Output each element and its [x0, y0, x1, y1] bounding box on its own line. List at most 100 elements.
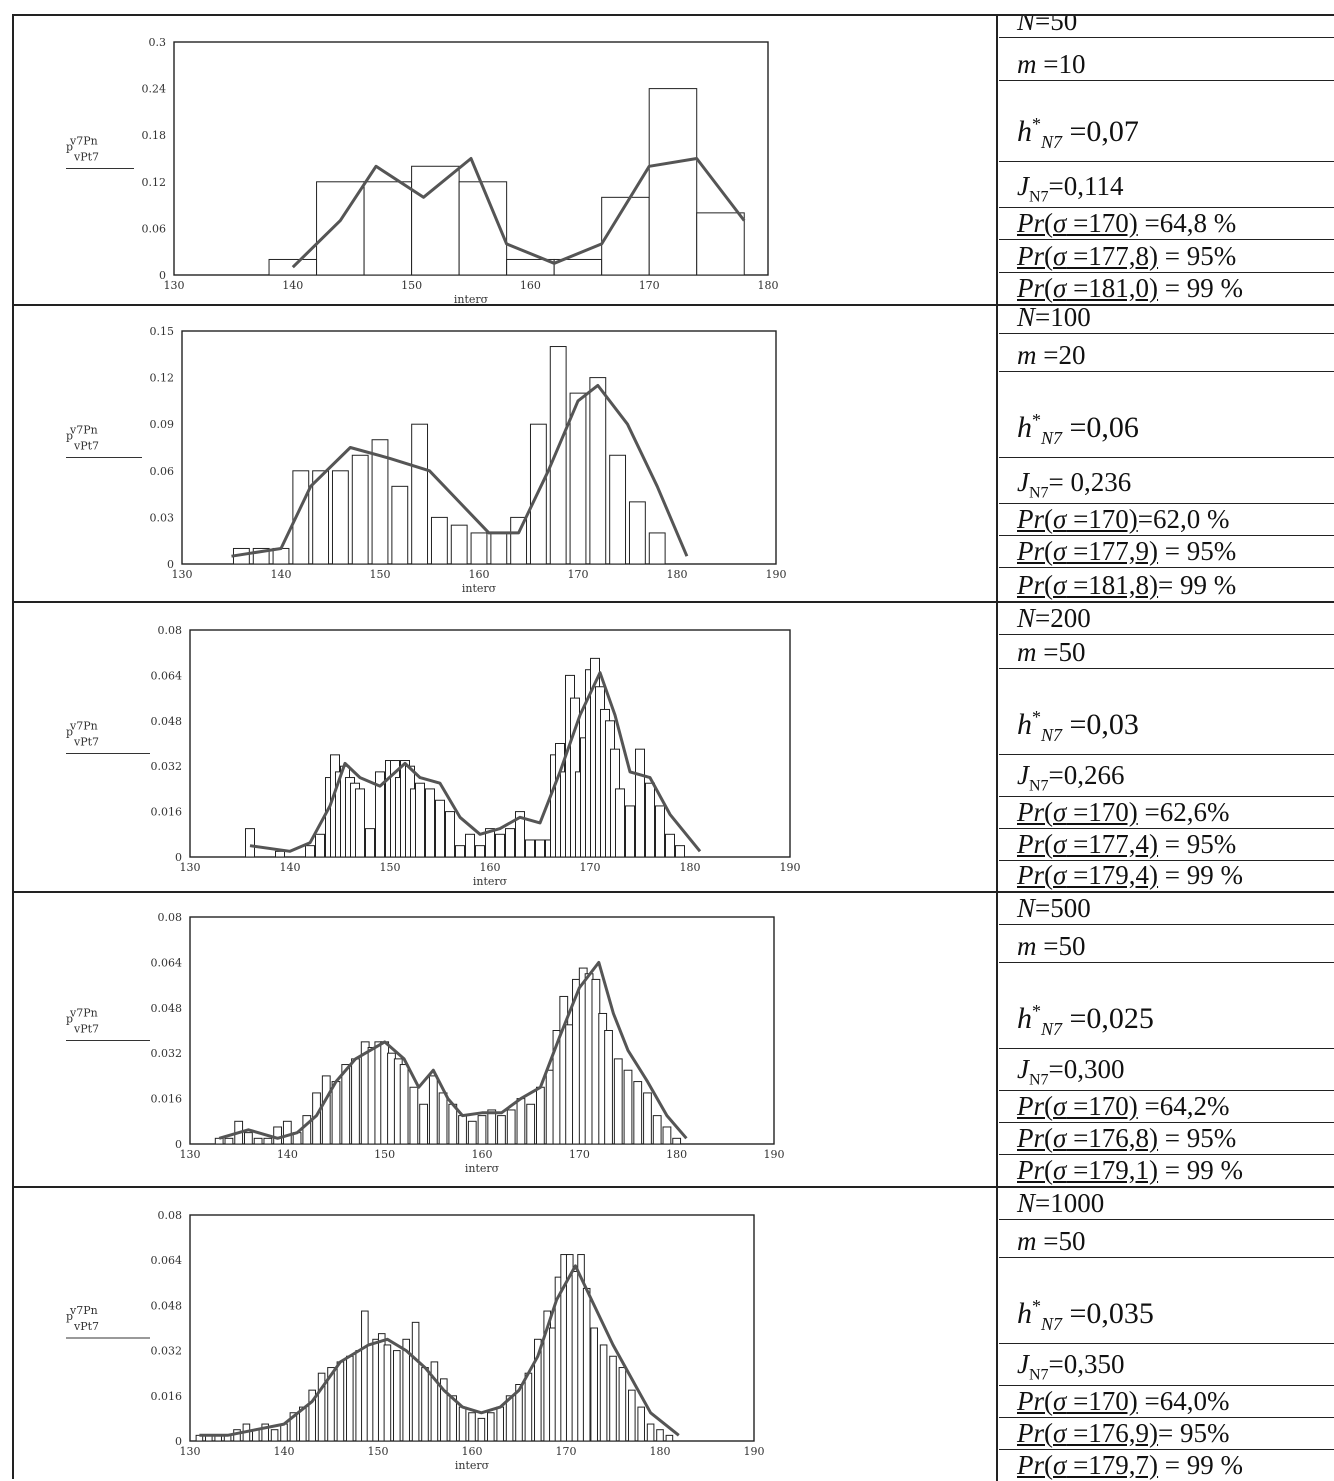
- histogram-chart: 0 0.016 0.032 0.048 0.064 0.08 130 140 150 160 170…: [66, 1209, 765, 1472]
- sample-size: N=100: [999, 306, 1334, 334]
- histogram-bar: [292, 470, 310, 565]
- histogram-bar: [336, 1361, 345, 1442]
- histogram-bar: [536, 1086, 545, 1145]
- y-axis-label: v7Pn: [69, 1007, 98, 1020]
- histogram-bar: [672, 1137, 682, 1145]
- x-tick-label: 130: [180, 861, 201, 874]
- histogram-bar: [582, 1287, 591, 1442]
- y-tick-label: 0.064: [151, 1254, 183, 1267]
- probability-99: Pr(σ =181,0) = 99 %: [999, 273, 1334, 304]
- y-axis-label: v7Pn: [69, 720, 98, 733]
- density-line: [218, 960, 688, 1140]
- probability-99-text: Pr(σ =181,8)= 99 %: [1017, 570, 1237, 600]
- histogram-bar: [421, 1367, 429, 1442]
- histogram-bar: [261, 1423, 269, 1442]
- histogram-bar: [363, 181, 413, 276]
- probability-170-text: Pr(σ =170) =62,6%: [1017, 797, 1230, 827]
- probability-99-text: Pr(σ =179,4) = 99 %: [1017, 861, 1244, 890]
- histogram-bar: [569, 392, 587, 565]
- histogram-bar: [590, 1327, 598, 1442]
- histogram-bar: [662, 1126, 672, 1145]
- histogram-bar: [399, 1064, 409, 1145]
- histogram-bar: [510, 516, 528, 565]
- x-tick-label: 150: [374, 1148, 395, 1161]
- histogram-bar: [524, 1372, 533, 1442]
- y-axis-label: p: [66, 141, 73, 154]
- plot-frame: [189, 1214, 755, 1442]
- y-tick-label: 0.24: [142, 83, 167, 96]
- histogram-bar: [675, 845, 685, 858]
- histogram-bar: [224, 1137, 234, 1145]
- histogram-bar: [526, 1103, 536, 1145]
- interval-count-text: m =50: [1017, 931, 1086, 961]
- histogram-bar: [245, 828, 255, 858]
- y-axis-label: vPt7: [73, 736, 99, 749]
- x-tick-label: 180: [758, 279, 779, 292]
- bandwidth: h*N7 =0,035: [999, 1258, 1334, 1344]
- histogram-bar: [506, 1109, 516, 1145]
- y-tick-label: 0.06: [150, 465, 175, 478]
- histogram-bar: [402, 1338, 410, 1442]
- y-axis-label: p: [66, 726, 73, 739]
- x-tick-label: 160: [480, 861, 501, 874]
- params-cell: N=1000 m =50 h*N7 =0,035 JN7=0,350 Pr(σ …: [999, 1188, 1334, 1481]
- interval-count-text: m =50: [1017, 637, 1086, 667]
- sample-size: N=50: [999, 16, 1334, 38]
- histogram-bar: [696, 212, 745, 276]
- x-axis-label: interσ: [473, 875, 508, 888]
- interval-count-text: m =10: [1017, 49, 1086, 79]
- histogram-bar: [534, 1338, 542, 1442]
- histogram-bar: [383, 1344, 392, 1442]
- criterion-text: JN7=0,350: [1017, 1348, 1125, 1383]
- x-tick-label: 130: [180, 1445, 201, 1458]
- histogram-bar: [515, 1384, 523, 1442]
- histogram-bar: [275, 850, 285, 858]
- histogram-bar: [428, 1075, 438, 1145]
- y-tick-label: 0: [175, 1435, 182, 1448]
- y-tick-label: 0.09: [150, 418, 175, 431]
- histogram-bar: [490, 532, 508, 565]
- x-tick-label: 160: [472, 1148, 493, 1161]
- histogram-bar: [327, 1367, 335, 1442]
- probability-170: Pr(σ =170) =64,2%: [999, 1091, 1334, 1123]
- y-tick-label: 0.08: [158, 624, 183, 637]
- probability-95-text: Pr(σ =176,9)= 95%: [1017, 1418, 1230, 1448]
- y-tick-label: 0.032: [151, 1047, 183, 1060]
- histogram-bar: [253, 1137, 263, 1145]
- probability-99-text: Pr(σ =179,7) = 99 %: [1017, 1450, 1244, 1480]
- x-tick-label: 170: [580, 861, 601, 874]
- histogram-bar: [312, 470, 330, 565]
- histogram-bar: [465, 833, 475, 858]
- x-tick-label: 150: [370, 568, 391, 581]
- sample-size-text: N=50: [1017, 16, 1078, 36]
- x-tick-label: 170: [556, 1445, 577, 1458]
- histogram-bar: [615, 788, 625, 858]
- y-tick-label: 0.03: [150, 511, 175, 524]
- histogram-bar: [549, 346, 567, 565]
- histogram-bar: [497, 1115, 506, 1145]
- histogram-bar: [485, 828, 495, 858]
- histogram-bar: [273, 1126, 282, 1145]
- probability-95-text: Pr(σ =177,4) = 95%: [1017, 829, 1237, 859]
- bandwidth-text: h*N7 =0,035: [1017, 1296, 1154, 1334]
- histogram-bar: [411, 165, 460, 276]
- y-tick-label: 0.12: [142, 176, 167, 189]
- probability-95: Pr(σ =176,8) = 95%: [999, 1123, 1334, 1155]
- chart-cell: 0 0.016 0.032 0.048 0.064 0.08 130 140 150 160 170…: [14, 603, 998, 891]
- probability-99: Pr(σ =179,7) = 99 %: [999, 1450, 1334, 1481]
- histogram-bar: [535, 839, 545, 858]
- x-tick-label: 180: [667, 568, 688, 581]
- x-axis-label: interσ: [465, 1162, 500, 1175]
- x-tick-label: 130: [172, 568, 193, 581]
- histogram-bar: [468, 1412, 476, 1442]
- criterion-text: JN7=0,266: [1017, 759, 1125, 794]
- histogram-bar: [505, 828, 515, 858]
- y-tick-label: 0.18: [142, 129, 167, 142]
- sample-size: N=500: [999, 893, 1334, 925]
- sample-size-text: N=500: [1017, 893, 1091, 923]
- y-tick-label: 0.08: [158, 911, 183, 924]
- probability-170-text: Pr(σ =170)=62,0 %: [1017, 504, 1230, 534]
- density-line: [199, 1264, 680, 1437]
- y-axis-label: vPt7: [73, 440, 99, 453]
- y-tick-label: 0.12: [150, 372, 175, 385]
